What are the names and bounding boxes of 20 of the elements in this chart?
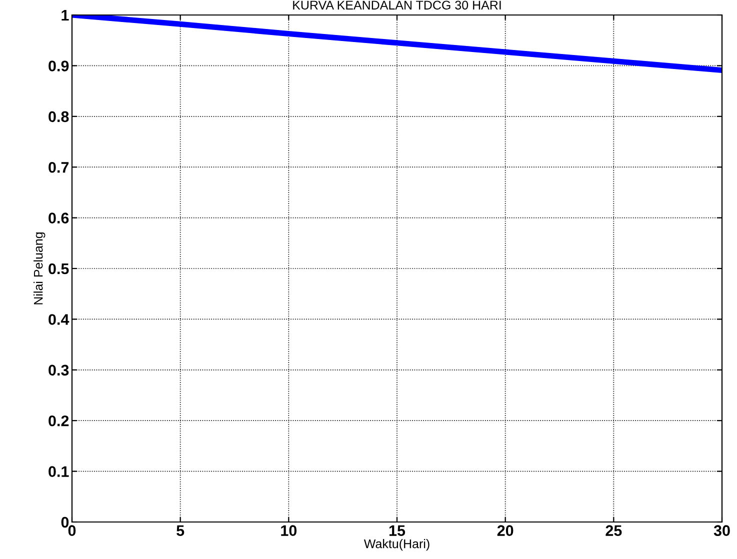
y-tick-label: 0.2 [48, 415, 69, 426]
x-tick-label: 25 [606, 525, 622, 536]
y-tick-label: 0.4 [48, 314, 70, 325]
y-tick-label: 0.8 [48, 111, 69, 122]
y-tick-label: 1 [62, 10, 69, 21]
y-axis-title: Nilai Peluang [34, 232, 46, 304]
x-tick-label: 5 [176, 525, 184, 536]
y-tick-label: 0.6 [48, 212, 69, 224]
y-tick-label: 0 [61, 516, 69, 528]
chart-title: KURVA KEANDALAN TDCG 30 HARI [293, 0, 501, 10]
y-tick-label: 0.9 [48, 60, 69, 72]
y-tick-label: 0.5 [48, 263, 69, 274]
x-tick-label: 20 [497, 525, 514, 536]
x-axis-title: Waktu(Hari) [364, 539, 430, 551]
y-tick-label: 0.3 [48, 364, 69, 376]
y-tick-label: 0.7 [48, 162, 69, 173]
x-tick-label: 30 [714, 525, 730, 536]
y-tick-label: 0.1 [48, 466, 69, 477]
x-tick-label: 10 [281, 525, 297, 536]
x-tick-label: 15 [389, 525, 406, 536]
